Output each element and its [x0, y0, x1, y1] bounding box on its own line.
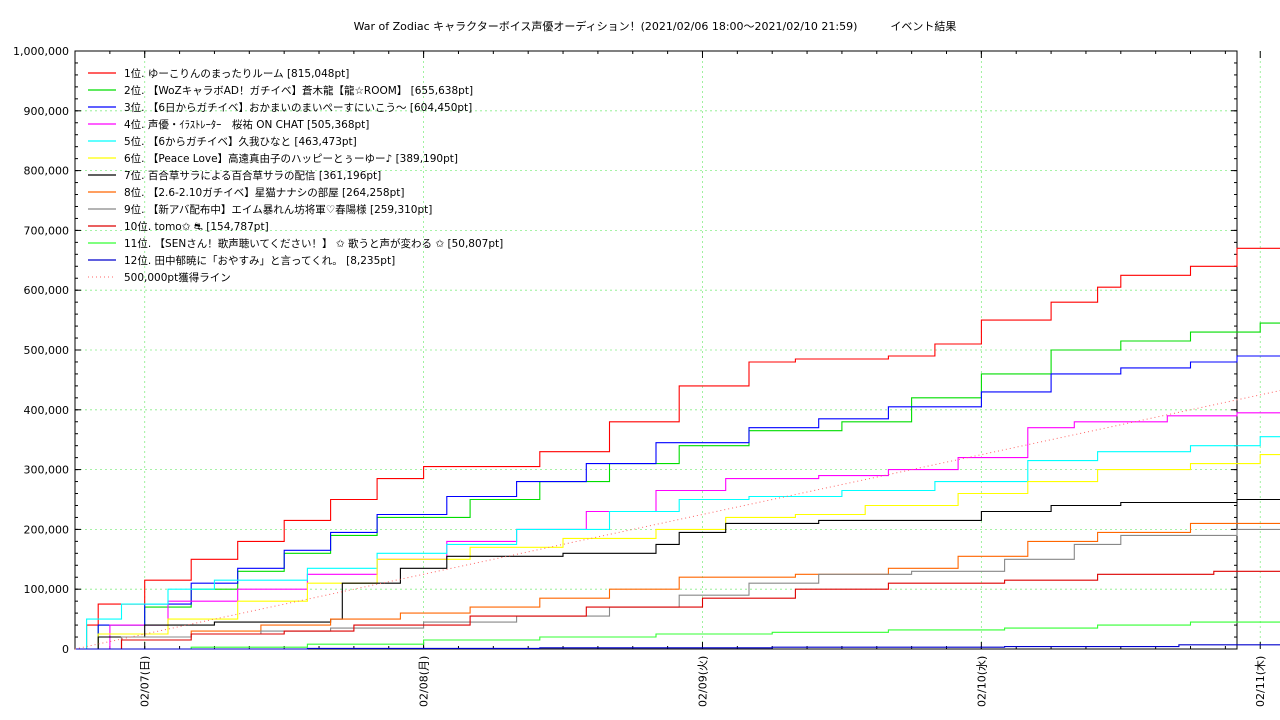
x-tick-label: 02/08(月)	[418, 656, 431, 707]
series-line-8	[75, 522, 1280, 650]
x-tick-label: 02/07(日)	[139, 656, 152, 707]
y-tick-label: 0	[62, 643, 69, 656]
legend-label-5: 5位. 【6からガチイベ】久我ひなと [463,473pt]	[124, 135, 357, 148]
y-tick-label: 900,000	[24, 105, 70, 118]
chart-title: War of Zodiac キャラクターボイス声優オーディション！(2021/0…	[354, 19, 957, 33]
y-tick-label: 700,000	[24, 224, 70, 237]
legend-label-9: 9位. 【新アバ配布中】エイム暴れん坊将軍♡春陽様 [259,310pt]	[124, 203, 432, 216]
legend-label-6: 6位. 【Peace Love】高遠真由子のハッピーとぅーゆー♪ [389,19…	[124, 152, 458, 165]
y-tick-label: 300,000	[24, 464, 70, 477]
legend-label-11: 11位. 【SENさん！歌声聴いてください！】 ✩ 歌うと声が変わる ✩ [50…	[124, 237, 503, 250]
series-line-7	[75, 498, 1280, 650]
x-tick-label: 02/11(木)	[1254, 656, 1267, 707]
series-line-10	[75, 570, 1280, 650]
legend-label-12: 12位. 田中郁暁に「おやすみ」と言ってくれ。 [8,235pt]	[124, 254, 395, 267]
legend-label-3: 3位. 【6日からガチイベ】おかまいのまいぺーすにいこう～ [604,450pt…	[124, 101, 472, 114]
y-tick-label: 200,000	[24, 523, 70, 536]
series-line-6	[75, 454, 1280, 650]
series-line-9	[75, 528, 1280, 650]
legend-label-2: 2位. 【WoZキャラボAD！ガチイベ】蒼木龍【龍☆ROOM】 [655,638…	[124, 84, 473, 97]
series-line-2	[75, 322, 1280, 650]
series-line-1	[75, 247, 1280, 650]
legend-label-13: 500,000pt獲得ライン	[124, 271, 231, 284]
y-tick-label: 800,000	[24, 165, 70, 178]
x-tick-label: 02/09(火)	[696, 656, 709, 707]
y-tick-label: 400,000	[24, 404, 70, 417]
legend-label-8: 8位. 【2.6-2.10ガチイベ】星猫ナナシの部屋 [264,258pt]	[124, 186, 404, 199]
y-tick-label: 1,000,000	[13, 45, 69, 58]
series-lines	[74, 247, 1280, 650]
legend-label-7: 7位. 百合草サラによる百合草サラの配信 [361,196pt]	[124, 169, 381, 182]
series-line-3	[75, 355, 1280, 650]
legend: 1位. ゆーこりんのまったりルーム [815,048pt] 2位. 【WoZキャラ…	[88, 67, 503, 284]
x-tick-label: 02/10(水)	[975, 656, 988, 707]
legend-label-1: 1位. ゆーこりんのまったりルーム [815,048pt]	[124, 67, 349, 80]
legend-label-10: 10位. tomo✩ ⛐ [154,787pt]	[124, 220, 269, 233]
legend-label-4: 4位. 声優・ｲﾗｽﾄﾚｰﾀｰ 桜祐 ON CHAT [505,368pt]	[124, 118, 369, 131]
y-tick-label: 600,000	[24, 284, 70, 297]
series-line-13	[74, 390, 1280, 650]
axes: 0 100,000 200,000 300,000 400,000 500,000 600,…	[13, 45, 1267, 707]
y-tick-label: 100,000	[24, 583, 70, 596]
series-line-12	[75, 644, 1280, 650]
series-line-11	[75, 621, 1280, 650]
series-line-4	[75, 412, 1280, 650]
y-tick-label: 500,000	[24, 344, 70, 357]
series-line-5	[75, 436, 1280, 650]
